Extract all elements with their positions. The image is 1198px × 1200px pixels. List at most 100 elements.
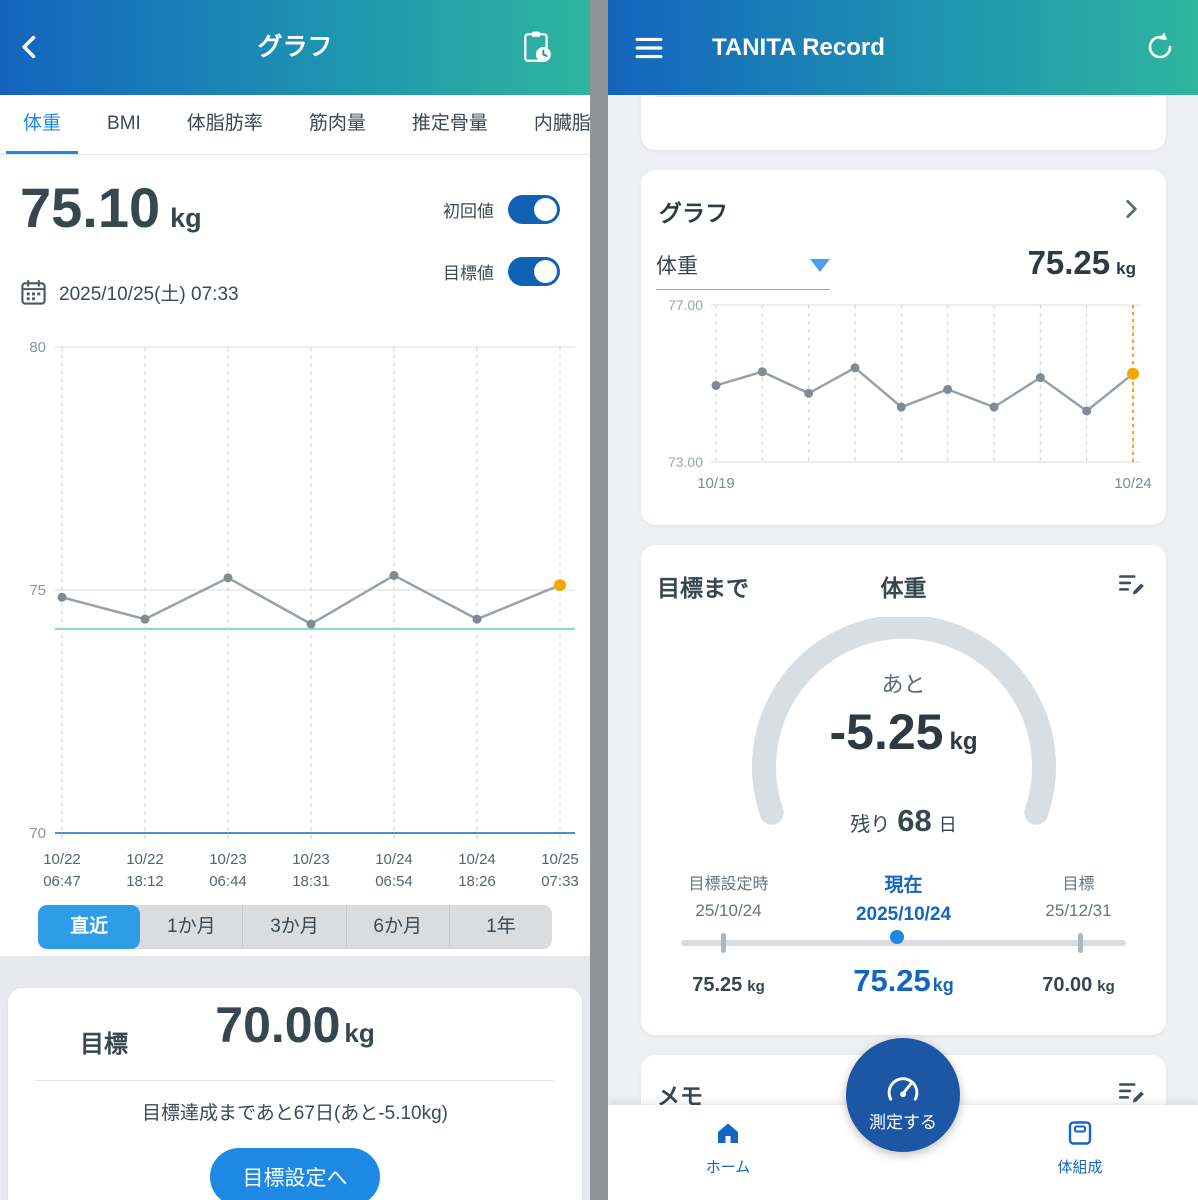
metric-dropdown[interactable]: 体重 xyxy=(656,250,830,290)
menu-button[interactable] xyxy=(634,35,664,61)
measure-button[interactable]: 測定する xyxy=(846,1038,960,1152)
left-app-bar: グラフ xyxy=(0,0,590,95)
range-6month[interactable]: 6か月 xyxy=(345,905,449,949)
home-screen: TANITA Record グラフ 体重 7 xyxy=(608,0,1198,1200)
reading-date-text: 2025/10/25(土) 07:33 xyxy=(59,284,239,305)
svg-text:10/24: 10/24 xyxy=(375,851,413,868)
svg-text:07:33: 07:33 xyxy=(541,873,579,890)
current-weight-number: 75.25 xyxy=(853,963,931,998)
tab-muscle-mass[interactable]: 筋肉量 xyxy=(308,113,366,134)
goal-start-label: 目標設定時 xyxy=(688,876,769,893)
graph-summary-card: グラフ 体重 75.25 kg 77.00 73.00 10/19 10/24 xyxy=(641,170,1166,525)
tab-weight[interactable]: 体重 xyxy=(0,95,84,154)
speedometer-icon xyxy=(887,1076,919,1101)
graph-card-title: グラフ xyxy=(659,200,728,226)
svg-text:10/25: 10/25 xyxy=(541,851,579,868)
days-number: 68 xyxy=(897,803,932,838)
current-weight-value: 75.10 kg xyxy=(20,175,202,240)
goal-target-date: 25/12/31 xyxy=(1045,901,1112,920)
start-weight-unit: kg xyxy=(747,978,765,995)
svg-text:10/24: 10/24 xyxy=(458,851,496,868)
divider xyxy=(655,96,1152,97)
svg-text:06:54: 06:54 xyxy=(375,873,413,890)
range-recent[interactable]: 直近 xyxy=(38,905,141,949)
svg-text:70: 70 xyxy=(29,825,46,842)
back-button[interactable] xyxy=(16,33,44,61)
goal-start-column: 目標設定時 25/10/24 xyxy=(641,870,816,926)
toggle-knob xyxy=(534,260,557,283)
goal-start-tick xyxy=(721,933,726,953)
nav-home-label: ホーム xyxy=(705,1159,751,1176)
goal-section-background: 目標 70.00 kg 目標達成まであと67日(あと-5.10kg) 目標設定へ xyxy=(0,956,590,1200)
svg-text:73.00: 73.00 xyxy=(668,454,703,470)
range-1year[interactable]: 1年 xyxy=(448,905,552,949)
range-3month[interactable]: 3か月 xyxy=(242,905,345,949)
list-pencil-icon xyxy=(1119,1083,1144,1103)
remaining-delta-unit: kg xyxy=(949,728,978,755)
tab-bmi[interactable]: BMI xyxy=(107,113,141,134)
goal-remaining-card: 目標まで 体重 あと -5.25 kg 残り 68 日 目標設定時 xyxy=(641,545,1166,1035)
tab-bone-mass[interactable]: 推定骨量 xyxy=(411,113,488,134)
target-value-toggle-row: 目標値 xyxy=(443,257,560,286)
nav-home[interactable]: ホーム xyxy=(683,1119,773,1177)
right-app-bar: TANITA Record xyxy=(608,0,1198,95)
remaining-delta: -5.25 kg xyxy=(641,703,1166,761)
target-value-label: 目標値 xyxy=(443,264,494,283)
goal-gauge-arc xyxy=(751,617,1056,825)
tab-visceral-fat[interactable]: 内臓脂肪 xyxy=(533,113,590,134)
weight-unit: kg xyxy=(170,203,202,233)
metric-tabs: 体重 BMI 体脂肪率 筋肉量 推定骨量 内臓脂肪 xyxy=(0,95,590,155)
latest-weight-unit: kg xyxy=(1116,259,1136,278)
svg-text:06:44: 06:44 xyxy=(209,873,247,890)
goal-edit-button[interactable] xyxy=(1116,569,1146,599)
page-title: グラフ xyxy=(257,33,333,61)
days-unit: 日 xyxy=(938,815,957,835)
chevron-right-icon xyxy=(1126,200,1137,218)
svg-text:18:26: 18:26 xyxy=(458,873,496,890)
svg-text:10/22: 10/22 xyxy=(126,851,164,868)
divider xyxy=(36,1080,554,1081)
svg-text:77.00: 77.00 xyxy=(668,300,703,313)
calendar-icon xyxy=(21,279,46,305)
goal-start-weight: 75.25 kg xyxy=(641,974,816,997)
triangle-down-icon xyxy=(810,258,830,272)
initial-value-toggle[interactable] xyxy=(508,195,560,224)
memo-card-title: メモ xyxy=(657,1083,703,1109)
weight-number: 75.10 xyxy=(20,176,161,239)
svg-text:80: 80 xyxy=(29,339,46,356)
report-button[interactable] xyxy=(520,30,554,64)
goal-setting-button[interactable]: 目標設定へ xyxy=(210,1148,380,1200)
start-weight-number: 75.25 xyxy=(692,974,743,996)
svg-text:18:12: 18:12 xyxy=(126,873,164,890)
body-composition-icon xyxy=(1068,1121,1092,1145)
graph-detail-link[interactable] xyxy=(1118,196,1144,222)
tab-body-fat[interactable]: 体脂肪率 xyxy=(186,113,263,134)
initial-value-toggle-row: 初回値 xyxy=(443,195,560,224)
target-value-toggle[interactable] xyxy=(508,257,560,286)
toggle-knob xyxy=(534,198,557,221)
measure-button-label: 測定する xyxy=(869,1112,937,1132)
goal-progress-handle[interactable] xyxy=(890,930,904,944)
range-1month[interactable]: 1か月 xyxy=(167,916,216,937)
goal-weight-value: 70.00 kg xyxy=(8,996,582,1054)
nav-body-composition[interactable]: 体組成 xyxy=(1035,1119,1125,1177)
refresh-button[interactable] xyxy=(1144,31,1176,63)
target-weight-number: 70.00 xyxy=(1042,974,1093,996)
range-selector: 直近 1か月 3か月 6か月 1年 xyxy=(38,905,552,949)
goal-timeline-labels: 目標設定時 25/10/24 現在 2025/10/24 目標 25/12/31 xyxy=(641,870,1166,926)
list-pencil-icon xyxy=(1119,575,1144,595)
sync-icon xyxy=(1148,32,1172,59)
svg-text:18:31: 18:31 xyxy=(292,873,330,890)
reading-date-picker[interactable]: 2025/10/25(土) 07:33 xyxy=(20,279,239,306)
svg-text:75: 75 xyxy=(29,582,46,599)
goal-progress-track xyxy=(681,940,1126,946)
svg-text:06:47: 06:47 xyxy=(43,873,81,890)
initial-value-label: 初回値 xyxy=(443,202,494,221)
goal-unit: kg xyxy=(344,1018,375,1048)
remaining-prefix: あと xyxy=(881,672,926,697)
goal-card-title: 目標まで xyxy=(657,575,749,601)
goal-label: 目標 xyxy=(80,1031,128,1058)
goal-target-weight: 70.00 kg xyxy=(991,974,1166,997)
weight-line-chart: 80 75 70 10/22 06:47 10/22 18:12 10/23 06:44 10/2… xyxy=(29,339,579,890)
memo-edit-button[interactable] xyxy=(1116,1077,1146,1107)
